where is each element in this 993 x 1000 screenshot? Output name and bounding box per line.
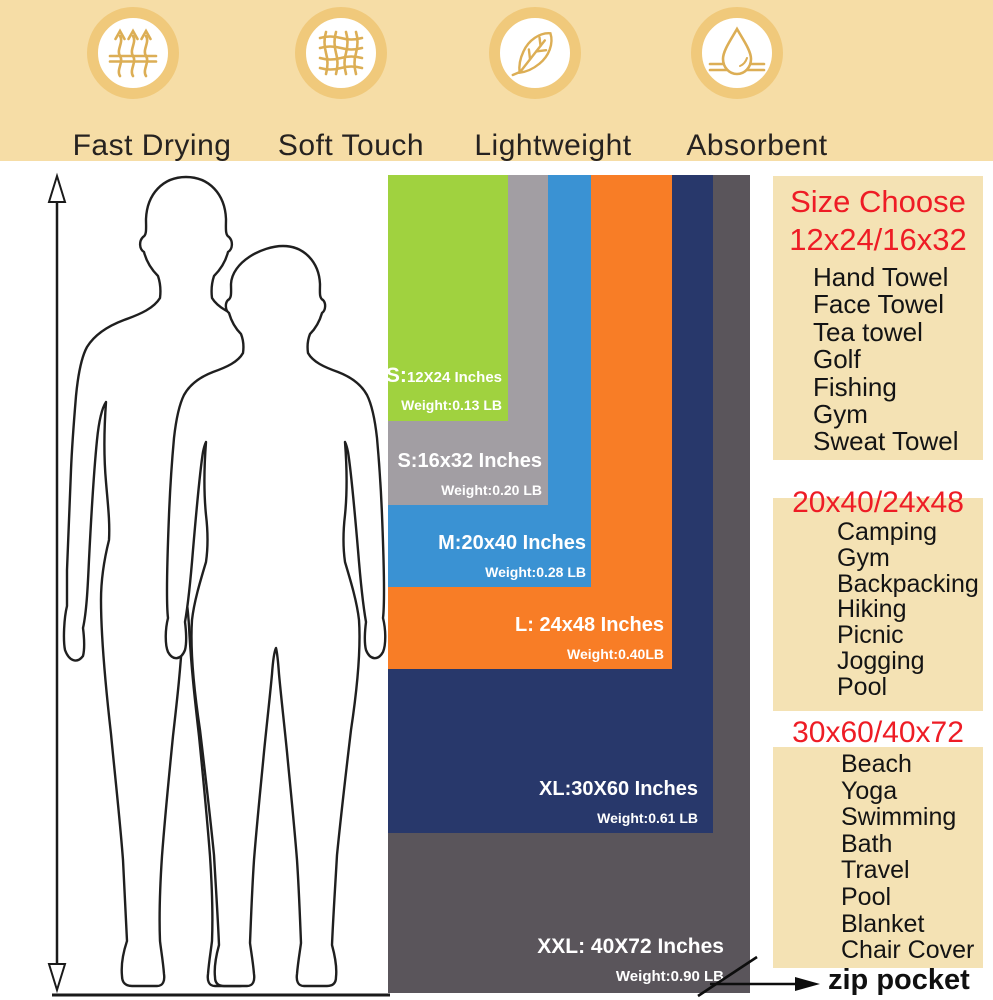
zip-pocket-label: zip pocket — [828, 964, 970, 996]
use-item: Beach — [841, 750, 912, 778]
use-item: Blanket — [841, 909, 925, 938]
use-item: Golf — [813, 344, 861, 375]
size-label-s: S:16x32 Inches — [397, 449, 542, 472]
group-heading-medium: 20x40/24x48 — [792, 486, 964, 519]
size-label-m: M:20x40 Inches — [438, 531, 586, 554]
use-item: Bath — [841, 829, 893, 858]
use-item: Face Towel — [813, 289, 945, 320]
use-item: Tea towel — [813, 316, 923, 347]
use-item: Jogging — [837, 646, 925, 675]
soft-touch-icon-circle — [295, 7, 387, 99]
use-item: Gym — [837, 543, 890, 572]
feature-label-fast-drying: Fast Drying — [72, 129, 232, 162]
weight-label-s: Weight:0.20 LB — [441, 481, 542, 498]
water-drop-icon — [708, 26, 766, 76]
use-item: Hiking — [837, 595, 907, 624]
use-item: Yoga — [841, 776, 898, 805]
size-label-l: L: 24x48 Inches — [515, 613, 664, 636]
height-arrow-head-bottom — [47, 963, 67, 994]
use-list-medium: Camping Gym Backpacking Hiking Picnic Jo… — [773, 498, 983, 701]
size-guide-panel-medium: Camping Gym Backpacking Hiking Picnic Jo… — [773, 498, 983, 711]
size-guide-panel-large: Beach Yoga Swimming Bath Travel Pool Bla… — [773, 747, 983, 968]
use-item: Swimming — [841, 803, 957, 832]
fast-drying-icon-circle — [87, 7, 179, 99]
lightweight-icon-circle — [489, 7, 581, 99]
feature-label-absorbent: Absorbent — [686, 129, 828, 162]
use-item: Gym — [813, 399, 868, 430]
weight-label-l: Weight:0.40LB — [567, 645, 664, 662]
use-item: Chair Cover — [841, 936, 975, 965]
heat-waves-icon — [108, 28, 158, 78]
weight-label-xs: Weight:0.13 LB — [401, 396, 502, 413]
zip-arrow-head — [795, 977, 820, 991]
use-item: Pool — [841, 882, 892, 911]
size-guide-panel-small: Size Choose 12x24/16x32 Hand Towel Face … — [773, 176, 983, 460]
group-heading-small: 12x24/16x32 — [789, 222, 967, 257]
female-figure — [164, 244, 387, 988]
use-list-large: Beach Yoga Swimming Bath Travel Pool Bla… — [773, 747, 983, 964]
use-list-small: Hand Towel Face Towel Tea towel Golf Fis… — [773, 262, 983, 457]
feature-label-lightweight: Lightweight — [474, 129, 632, 162]
feature-banner: Fast Drying Soft Touch — [0, 0, 993, 162]
height-arrow-head-top — [47, 172, 67, 203]
absorbent-icon-circle — [691, 7, 783, 99]
size-label-xs: XS:12X24 Inches — [371, 363, 502, 387]
size-rect-xs: XS:12X24 Inches Weight:0.13 LB — [372, 175, 508, 421]
feature-label-soft-touch: Soft Touch — [277, 129, 425, 162]
size-guide-title: Size Choose — [790, 184, 966, 219]
feather-icon — [511, 32, 553, 77]
group-heading-large: 30x60/40x72 — [792, 716, 964, 749]
use-item: Fishing — [813, 371, 897, 402]
size-label-xl: XL:30X60 Inches — [539, 777, 698, 800]
weight-label-xxl: Weight:0.90 LB — [615, 967, 724, 985]
weight-label-xl: Weight:0.61 LB — [597, 809, 698, 826]
size-label-xxl: XXL: 40X72 Inches — [537, 934, 724, 958]
male-figure — [62, 175, 310, 988]
use-item: Picnic — [837, 621, 904, 650]
use-item: Camping — [837, 518, 938, 546]
weight-label-m: Weight:0.28 LB — [485, 563, 586, 580]
use-item: Hand Towel — [813, 262, 949, 292]
weave-icon — [318, 30, 364, 76]
use-item: Travel — [841, 856, 910, 885]
height-reference-label: 6 Feet — [101, 416, 132, 504]
use-item: Pool — [837, 672, 888, 701]
use-item: Sweat Towel — [813, 426, 959, 457]
use-item: Backpacking — [837, 569, 979, 598]
